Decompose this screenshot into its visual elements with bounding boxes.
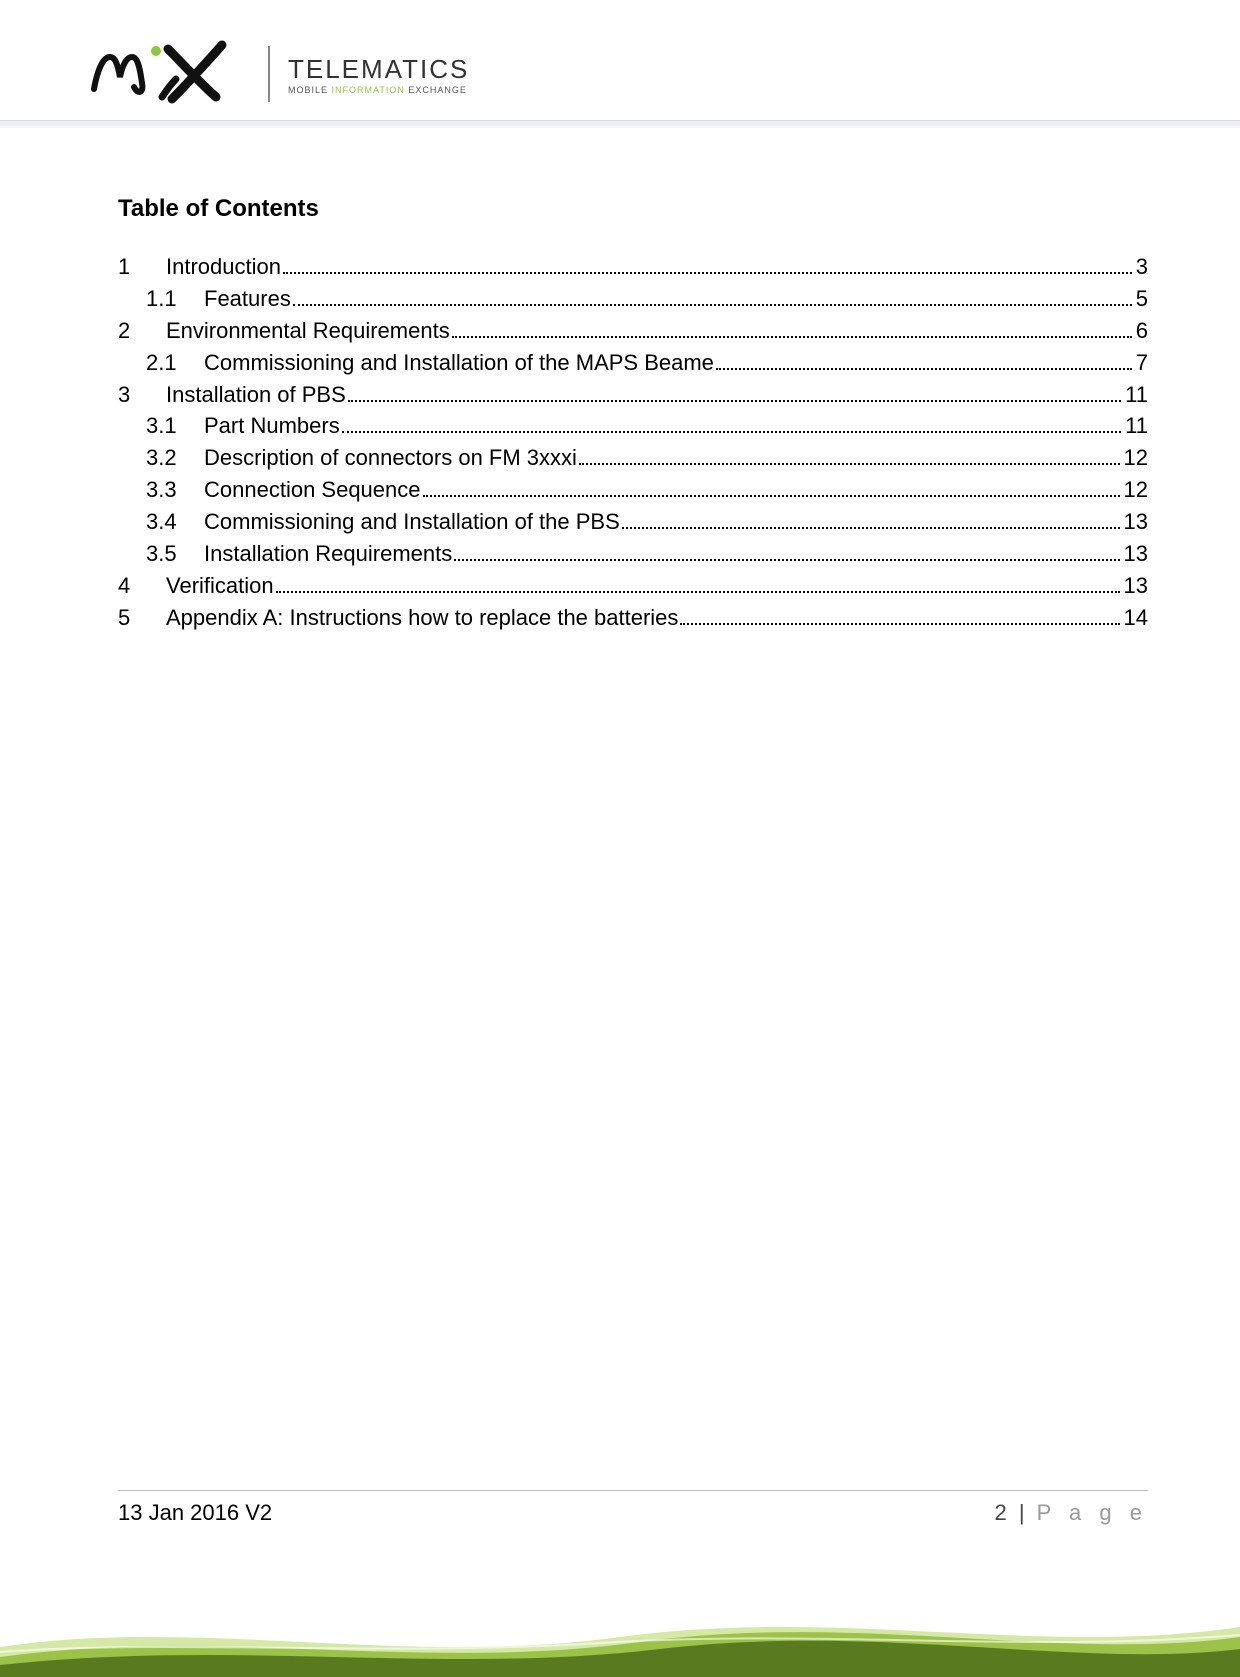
toc-entry[interactable]: 1.1Features 5 [118, 283, 1148, 315]
brand-sub-accent: INFORMATION [332, 85, 405, 95]
toc-entry[interactable]: 5Appendix A: Instructions how to replace… [118, 602, 1148, 634]
footer-page: 2 | P a g e [994, 1500, 1148, 1526]
toc-leader-dots [423, 495, 1120, 497]
toc-leader-dots [716, 368, 1132, 370]
toc-entry-label: Commissioning and Installation of the MA… [204, 347, 714, 379]
toc-entry[interactable]: 3.3Connection Sequence 12 [118, 474, 1148, 506]
page: TELEMATICS MOBILE INFORMATION EXCHANGE T… [0, 0, 1240, 1677]
toc-leader-dots [680, 623, 1119, 625]
brand-sub-pre: MOBILE [288, 85, 332, 95]
toc-leader-dots [452, 336, 1132, 338]
footer-page-num: 2 [994, 1500, 1009, 1525]
footer-page-sep: | [1010, 1500, 1037, 1525]
toc-entry[interactable]: 3.2Description of connectors on FM 3xxxi… [118, 442, 1148, 474]
toc-leader-dots [622, 527, 1120, 529]
toc-entry-page: 5 [1136, 283, 1148, 315]
toc-entry-number: 3.2 [146, 442, 204, 474]
toc-entry-label: Installation of PBS [166, 379, 346, 411]
toc-entry[interactable]: 1Introduction 3 [118, 251, 1148, 283]
toc-entry-number: 2 [118, 315, 166, 347]
footer: 13 Jan 2016 V2 2 | P a g e [118, 1500, 1148, 1526]
toc-entry-label: Environmental Requirements [166, 315, 450, 347]
toc-entry-number: 3.4 [146, 506, 204, 538]
toc-leader-dots [283, 272, 1132, 274]
footer-wave-icon [0, 1557, 1240, 1677]
mix-logo-icon [90, 37, 250, 112]
toc-entry-number: 4 [118, 570, 166, 602]
brand-sub-post: EXCHANGE [405, 85, 467, 95]
toc-title: Table of Contents [118, 195, 1148, 223]
footer-page-word: P a g e [1037, 1500, 1148, 1525]
toc-leader-dots [454, 559, 1119, 561]
toc-entry-page: 12 [1124, 442, 1148, 474]
toc-entry[interactable]: 3.5Installation Requirements 13 [118, 538, 1148, 570]
toc-entry[interactable]: 4Verification 13 [118, 570, 1148, 602]
toc-entry-label: Features [204, 283, 291, 315]
toc-entry[interactable]: 3.4Commissioning and Installation of the… [118, 506, 1148, 538]
toc-entry-label: Part Numbers [204, 410, 340, 442]
toc-entry-number: 3 [118, 379, 166, 411]
toc-entry-number: 1 [118, 251, 166, 283]
content: Table of Contents 1Introduction31.1Featu… [118, 195, 1148, 634]
toc-leader-dots [342, 431, 1121, 433]
toc-entry-label: Verification [166, 570, 274, 602]
toc-entry-page: 12 [1124, 474, 1148, 506]
logo-divider [268, 46, 270, 102]
toc-entry-label: Commissioning and Installation of the PB… [204, 506, 620, 538]
toc-entry-page: 11 [1125, 410, 1148, 442]
header-underline [0, 120, 1240, 128]
toc-leader-dots [579, 463, 1120, 465]
toc-entry-number: 2.1 [146, 347, 204, 379]
toc-entry-page: 3 [1136, 251, 1148, 283]
toc-entry-label: Appendix A: Instructions how to replace … [166, 602, 678, 634]
toc-entry[interactable]: 3Installation of PBS 11 [118, 379, 1148, 411]
toc-entry-label: Description of connectors on FM 3xxxi [204, 442, 577, 474]
toc-entry[interactable]: 3.1Part Numbers 11 [118, 410, 1148, 442]
toc-entry-label: Installation Requirements [204, 538, 452, 570]
toc-entry-page: 13 [1124, 506, 1148, 538]
toc-entry[interactable]: 2Environmental Requirements 6 [118, 315, 1148, 347]
toc-leader-dots [348, 400, 1121, 402]
footer-date: 13 Jan 2016 V2 [118, 1500, 272, 1526]
toc-entry-number: 3.5 [146, 538, 204, 570]
toc-entry-page: 13 [1124, 570, 1148, 602]
header: TELEMATICS MOBILE INFORMATION EXCHANGE [0, 0, 1240, 128]
toc-entry-label: Connection Sequence [204, 474, 421, 506]
toc-entry-label: Introduction [166, 251, 281, 283]
toc-entry-number: 3.3 [146, 474, 204, 506]
toc-entry-number: 1.1 [146, 283, 204, 315]
brand-name: TELEMATICS [288, 54, 469, 85]
toc-list: 1Introduction31.1Features52Environmental… [118, 251, 1148, 634]
toc-entry-page: 13 [1124, 538, 1148, 570]
brand-block: TELEMATICS MOBILE INFORMATION EXCHANGE [288, 54, 469, 95]
toc-entry-number: 3.1 [146, 410, 204, 442]
toc-leader-dots [293, 304, 1132, 306]
toc-entry-page: 7 [1136, 347, 1148, 379]
toc-entry-page: 11 [1125, 379, 1148, 411]
brand-subtitle: MOBILE INFORMATION EXCHANGE [288, 85, 469, 95]
footer-rule [118, 1490, 1148, 1491]
toc-entry-number: 5 [118, 602, 166, 634]
toc-leader-dots [276, 591, 1120, 593]
toc-entry-page: 6 [1136, 315, 1148, 347]
logo-group: TELEMATICS MOBILE INFORMATION EXCHANGE [90, 37, 469, 112]
toc-entry[interactable]: 2.1Commissioning and Installation of the… [118, 347, 1148, 379]
toc-entry-page: 14 [1124, 602, 1148, 634]
